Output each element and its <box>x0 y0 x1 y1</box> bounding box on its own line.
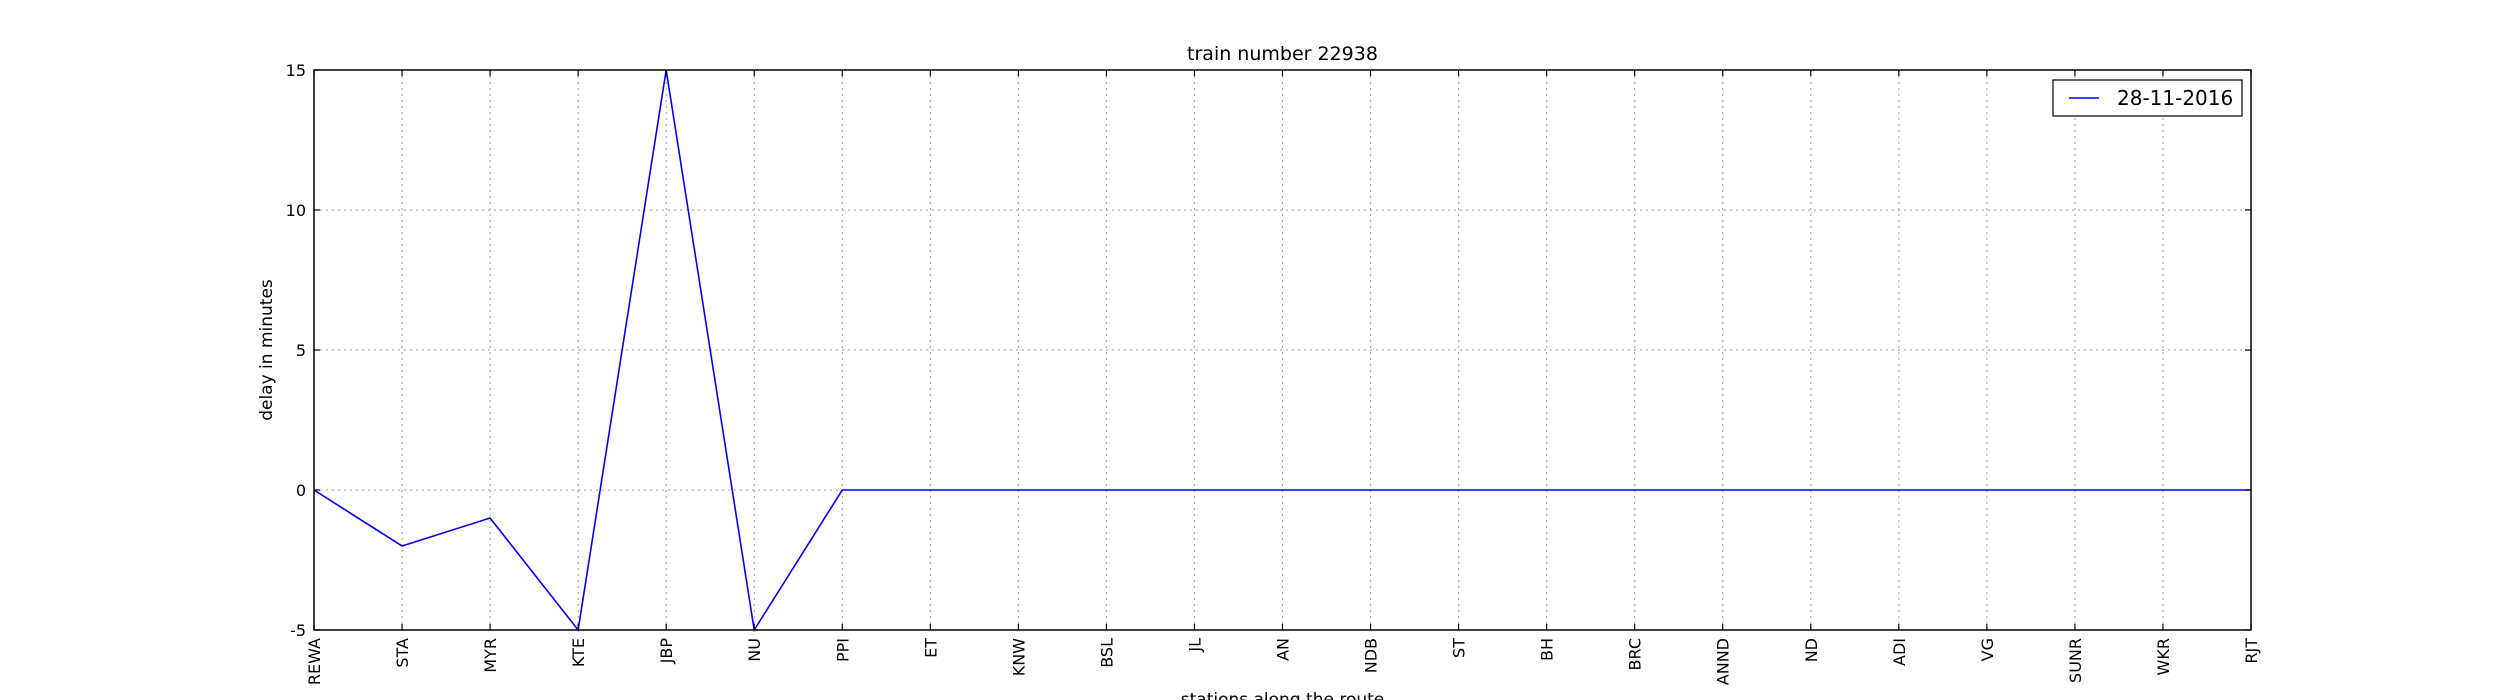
x-tick-label: BSL <box>1097 638 1116 668</box>
grid-lines <box>314 70 2251 630</box>
x-axis-label: stations along the route <box>1181 690 1385 700</box>
legend-label: 28-11-2016 <box>2117 86 2233 110</box>
x-tick-label: JL <box>1185 638 1204 653</box>
legend: 28-11-2016 <box>2052 79 2243 117</box>
x-tick-label: BRC <box>1626 638 1645 670</box>
y-tick-label: 10 <box>286 201 306 220</box>
x-tick-label: AN <box>1274 638 1293 661</box>
x-tick-label: KTE <box>569 638 588 667</box>
x-tick-label: ND <box>1802 638 1821 662</box>
series-line <box>313 69 2251 633</box>
x-tick-label: SUNR <box>2066 638 2085 683</box>
x-tick-label: STA <box>393 638 412 668</box>
y-tick-label: 5 <box>296 341 306 360</box>
x-tick-label: MYR <box>481 638 500 673</box>
y-tick-label: 15 <box>286 61 306 80</box>
x-tick-label: JBP <box>657 638 676 665</box>
x-tick-label: VG <box>1978 638 1997 661</box>
x-tick-label: NDB <box>1362 638 1381 673</box>
x-tick-label: ST <box>1450 638 1469 658</box>
x-tick-label: NU <box>745 638 764 662</box>
chart-title: train number 22938 <box>1187 43 1378 65</box>
x-tick-label: RJT <box>2242 638 2261 664</box>
x-tick-label: BH <box>1538 638 1557 661</box>
y-tick-label: 0 <box>296 481 306 500</box>
x-tick-label: ET <box>921 638 940 658</box>
x-tick-label: KNW <box>1009 638 1028 676</box>
axis-ticks: REWA STA MYR KTE JBP NU PPI ET KNW BSL JL AN NDB ST BH… <box>286 61 2261 685</box>
x-tick-label: ADI <box>1890 638 1909 666</box>
x-tick-label: WKR <box>2154 638 2173 675</box>
y-axis-label: delay in minutes <box>257 279 277 421</box>
x-tick-label: REWA <box>305 638 324 685</box>
y-tick-label: -5 <box>290 621 306 640</box>
x-tick-label: ANND <box>1714 638 1733 685</box>
series-layer <box>313 69 2251 633</box>
x-tick-label: PPI <box>833 638 852 662</box>
